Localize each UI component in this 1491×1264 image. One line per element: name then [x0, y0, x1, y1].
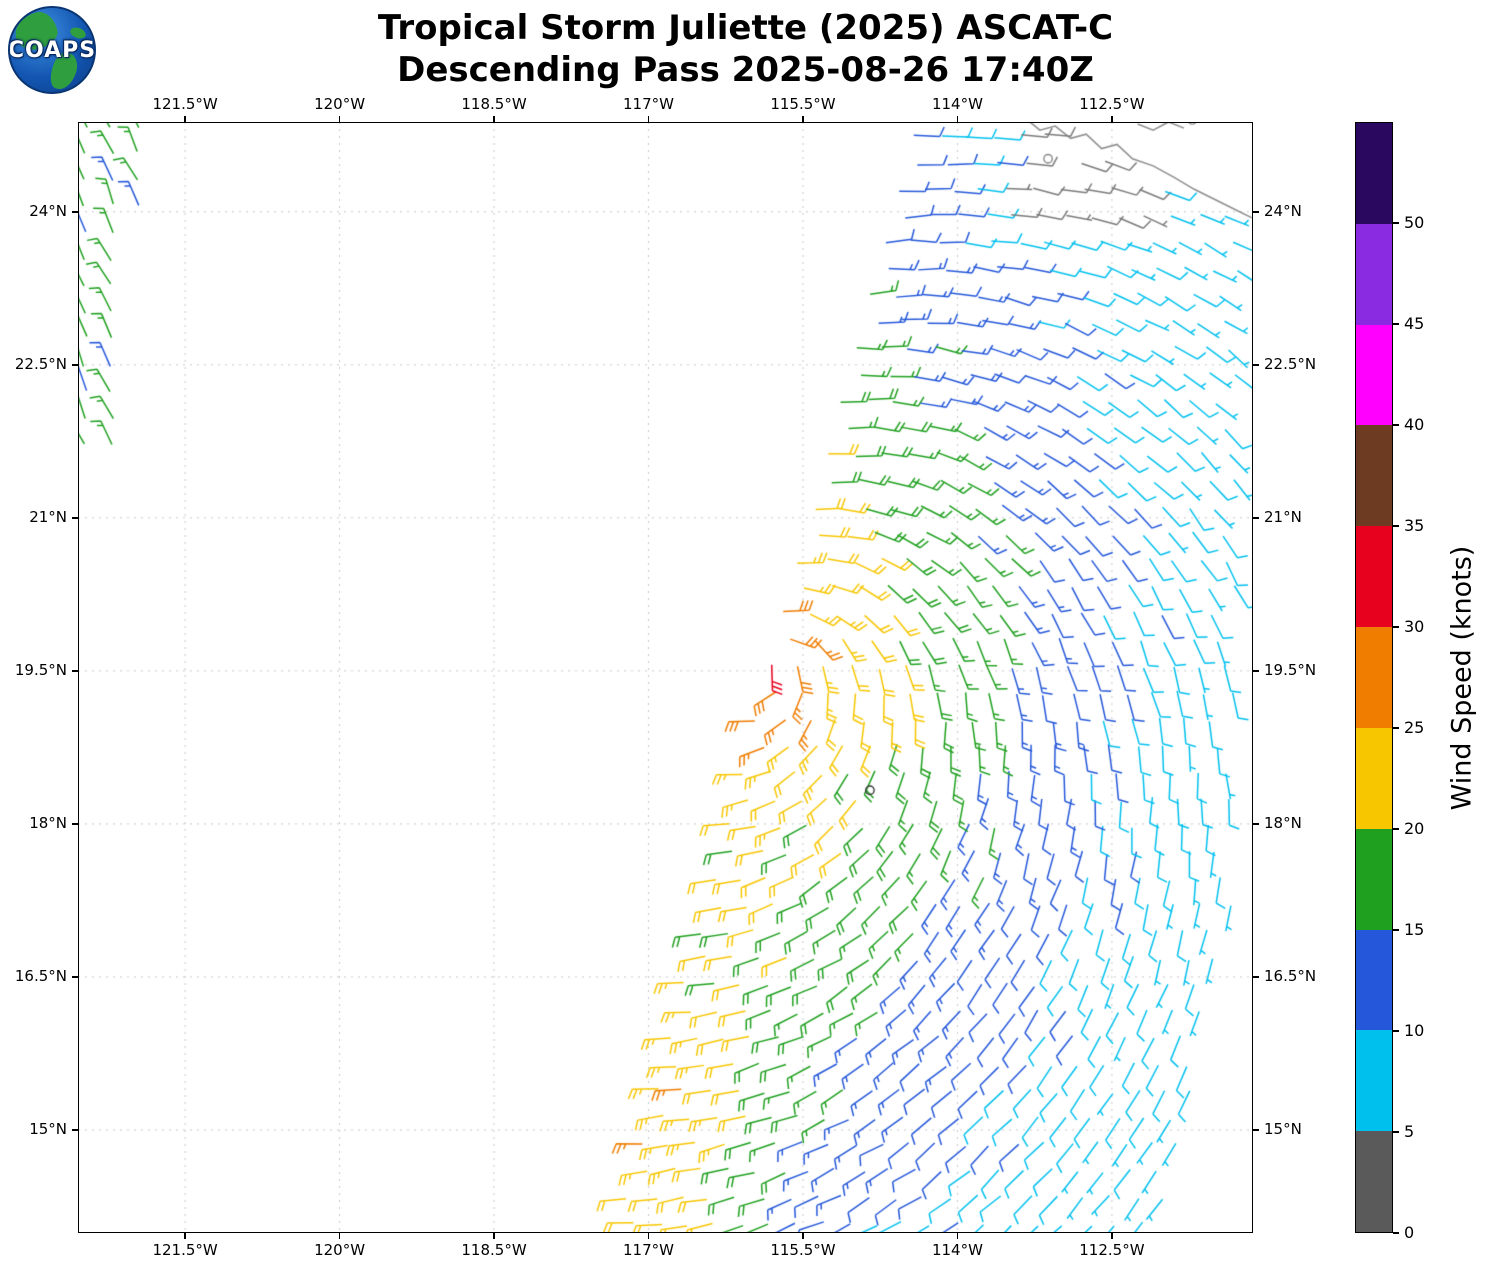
lat-tick-label-right: 21°N — [1264, 507, 1302, 526]
lon-tick-label-top: 120°W — [314, 95, 366, 113]
colorbar-axis-label: Wind Speed (knots) — [1446, 545, 1478, 811]
colorbar-tick — [1393, 1232, 1399, 1234]
axis-tick — [802, 1233, 804, 1239]
lat-tick-label-left: 19.5°N — [14, 660, 67, 679]
colorbar-tick — [1393, 222, 1399, 224]
lat-tick-label-left: 15°N — [29, 1119, 67, 1138]
axis-tick — [1253, 364, 1259, 366]
axis-tick — [1253, 1129, 1259, 1131]
colorbar-segment — [1356, 1131, 1392, 1232]
axis-tick — [1253, 517, 1259, 519]
colorbar-tick — [1393, 828, 1399, 830]
lon-tick-label-top: 115.5°W — [770, 95, 836, 113]
logo-text: COAPS — [8, 37, 96, 63]
colorbar-tick-label: 30 — [1404, 617, 1425, 636]
lat-tick-label-left: 16.5°N — [14, 966, 67, 985]
lon-tick-label-bottom: 120°W — [314, 1241, 366, 1259]
colorbar-segment — [1356, 324, 1392, 426]
colorbar-tick — [1393, 323, 1399, 325]
axis-tick — [72, 670, 78, 672]
colorbar-segment — [1356, 425, 1392, 527]
colorbar-tick-label: 20 — [1404, 819, 1425, 838]
axis-tick — [338, 116, 341, 122]
lon-tick-label-bottom: 114°W — [931, 1241, 983, 1259]
axis-tick — [956, 1233, 959, 1239]
lat-tick-label-right: 19.5°N — [1264, 660, 1317, 679]
colorbar-tick-label: 50 — [1404, 213, 1425, 232]
chart-title-line1: Tropical Storm Juliette (2025) ASCAT-C — [377, 8, 1114, 48]
axis-tick — [802, 116, 804, 122]
axis-tick — [184, 116, 186, 122]
axis-tick — [72, 976, 78, 978]
axis-tick — [184, 1233, 186, 1239]
colorbar-tick-label: 25 — [1404, 718, 1425, 737]
colorbar-tick — [1393, 727, 1399, 729]
lat-tick-label-left: 21°N — [29, 507, 67, 526]
lon-tick-label-top: 114°W — [931, 95, 983, 113]
lon-tick-label-bottom: 117°W — [623, 1241, 674, 1259]
lat-tick-label-left: 22.5°N — [14, 354, 67, 373]
wind-barb-canvas — [78, 122, 1253, 1233]
axis-tick — [493, 1233, 495, 1239]
axis-tick — [1253, 211, 1259, 213]
colorbar-tick-label: 35 — [1404, 516, 1425, 535]
lat-tick-label-right: 24°N — [1264, 201, 1302, 220]
lon-tick-label-top: 117°W — [623, 95, 674, 113]
colorbar-tick — [1393, 1131, 1399, 1133]
lat-tick-label-right: 15°N — [1264, 1119, 1302, 1138]
colorbar-tick — [1393, 424, 1399, 426]
lon-tick-label-bottom: 121.5°W — [152, 1241, 218, 1259]
axis-tick — [1253, 976, 1259, 978]
axis-tick — [1253, 823, 1259, 825]
colorbar-segment — [1356, 627, 1392, 728]
lat-tick-label-left: 24°N — [29, 201, 67, 220]
axis-tick — [72, 1129, 78, 1131]
colorbar-tick-label: 15 — [1404, 920, 1425, 939]
lon-tick-label-top: 112.5°W — [1079, 95, 1145, 113]
chart-title-line2: Descending Pass 2025-08-26 17:40Z — [397, 50, 1094, 90]
colorbar-tick-label: 5 — [1404, 1122, 1415, 1141]
axis-tick — [956, 116, 959, 122]
axis-tick — [72, 211, 78, 213]
axis-tick — [1253, 670, 1259, 672]
colorbar-tick-label: 0 — [1404, 1223, 1415, 1242]
lat-tick-label-right: 16.5°N — [1264, 966, 1317, 985]
lat-tick-label-right: 18°N — [1264, 813, 1302, 832]
axis-tick — [1111, 116, 1113, 122]
colorbar-tick — [1393, 525, 1399, 527]
colorbar-tick-label: 45 — [1404, 314, 1425, 333]
colorbar-segment — [1356, 929, 1392, 1031]
lon-tick-label-top: 121.5°W — [152, 95, 218, 113]
colorbar-segment — [1356, 1030, 1392, 1132]
colorbar-tick — [1393, 626, 1399, 628]
axis-tick — [338, 1233, 341, 1239]
colorbar — [1355, 122, 1393, 1233]
lon-tick-label-bottom: 115.5°W — [770, 1241, 836, 1259]
axis-tick — [72, 364, 78, 366]
colorbar-tick-label: 10 — [1404, 1021, 1425, 1040]
lon-tick-label-bottom: 112.5°W — [1079, 1241, 1145, 1259]
axis-tick — [72, 517, 78, 519]
axis-tick — [493, 116, 495, 122]
colorbar-segment — [1356, 828, 1392, 930]
colorbar-segment — [1356, 123, 1392, 224]
axis-tick — [72, 823, 78, 825]
lon-tick-label-bottom: 118.5°W — [461, 1241, 527, 1259]
coaps-logo: COAPS — [8, 6, 96, 94]
axis-tick — [1111, 1233, 1113, 1239]
colorbar-segment — [1356, 727, 1392, 829]
axis-tick — [647, 116, 650, 122]
lat-tick-label-right: 22.5°N — [1264, 354, 1317, 373]
lat-tick-label-left: 18°N — [29, 813, 67, 832]
colorbar-segment — [1356, 223, 1392, 325]
colorbar-tick-label: 40 — [1404, 415, 1425, 434]
axis-tick — [647, 1233, 650, 1239]
colorbar-tick — [1393, 1030, 1399, 1032]
colorbar-tick — [1393, 929, 1399, 931]
colorbar-segment — [1356, 526, 1392, 628]
lon-tick-label-top: 118.5°W — [461, 95, 527, 113]
